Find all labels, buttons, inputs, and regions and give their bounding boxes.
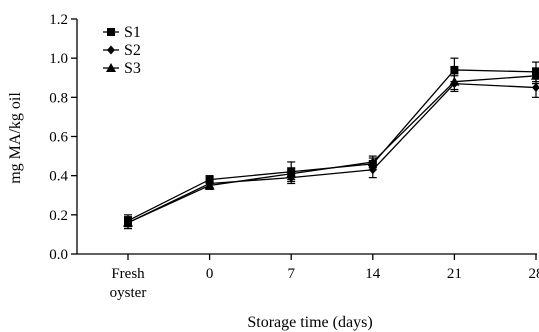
x-tick-label: Fresh oyster	[110, 266, 147, 301]
data-point	[532, 83, 539, 93]
data-point	[449, 76, 460, 86]
legend-marker	[107, 28, 115, 36]
data-point	[123, 217, 133, 227]
series-line	[127, 75, 537, 224]
x-tick-label: 0	[206, 266, 214, 282]
series-s3	[123, 67, 539, 230]
x-tick-label: 14	[365, 266, 381, 282]
legend-item-s1: S1	[103, 24, 141, 41]
legend-item-s3: S3	[103, 60, 141, 77]
y-tick-label: 0.4	[49, 169, 68, 185]
x-tick-label: 21	[447, 266, 462, 282]
series-line	[127, 69, 537, 222]
series-line	[127, 82, 537, 224]
legend-marker	[106, 63, 116, 72]
legend-item-s2: S2	[103, 42, 141, 59]
y-tick-label: 1.2	[49, 12, 68, 28]
data-point	[531, 70, 539, 80]
y-tick-label: 0.8	[49, 90, 68, 106]
y-tick-label: 0.0	[49, 247, 68, 263]
data-point	[450, 65, 459, 74]
legend-label: S3	[124, 60, 141, 77]
series-s1	[124, 57, 539, 228]
data-point	[367, 156, 378, 166]
y-tick-label: 1.0	[49, 51, 68, 67]
x-tick-label: 7	[287, 266, 295, 282]
legend-label: S1	[124, 24, 141, 41]
legend-marker	[107, 45, 115, 55]
y-tick-label: 0.6	[49, 130, 68, 146]
y-axis-title: mg MA/kg oil	[7, 92, 24, 184]
x-tick-label: 28	[529, 266, 539, 282]
y-tick-label: 0.2	[49, 208, 68, 224]
x-axis-title: Storage time (days)	[247, 314, 372, 331]
data-point	[204, 180, 215, 190]
series-layer	[123, 57, 539, 230]
series-s2	[124, 75, 539, 230]
data-point	[286, 168, 297, 178]
legend-label: S2	[124, 42, 141, 59]
